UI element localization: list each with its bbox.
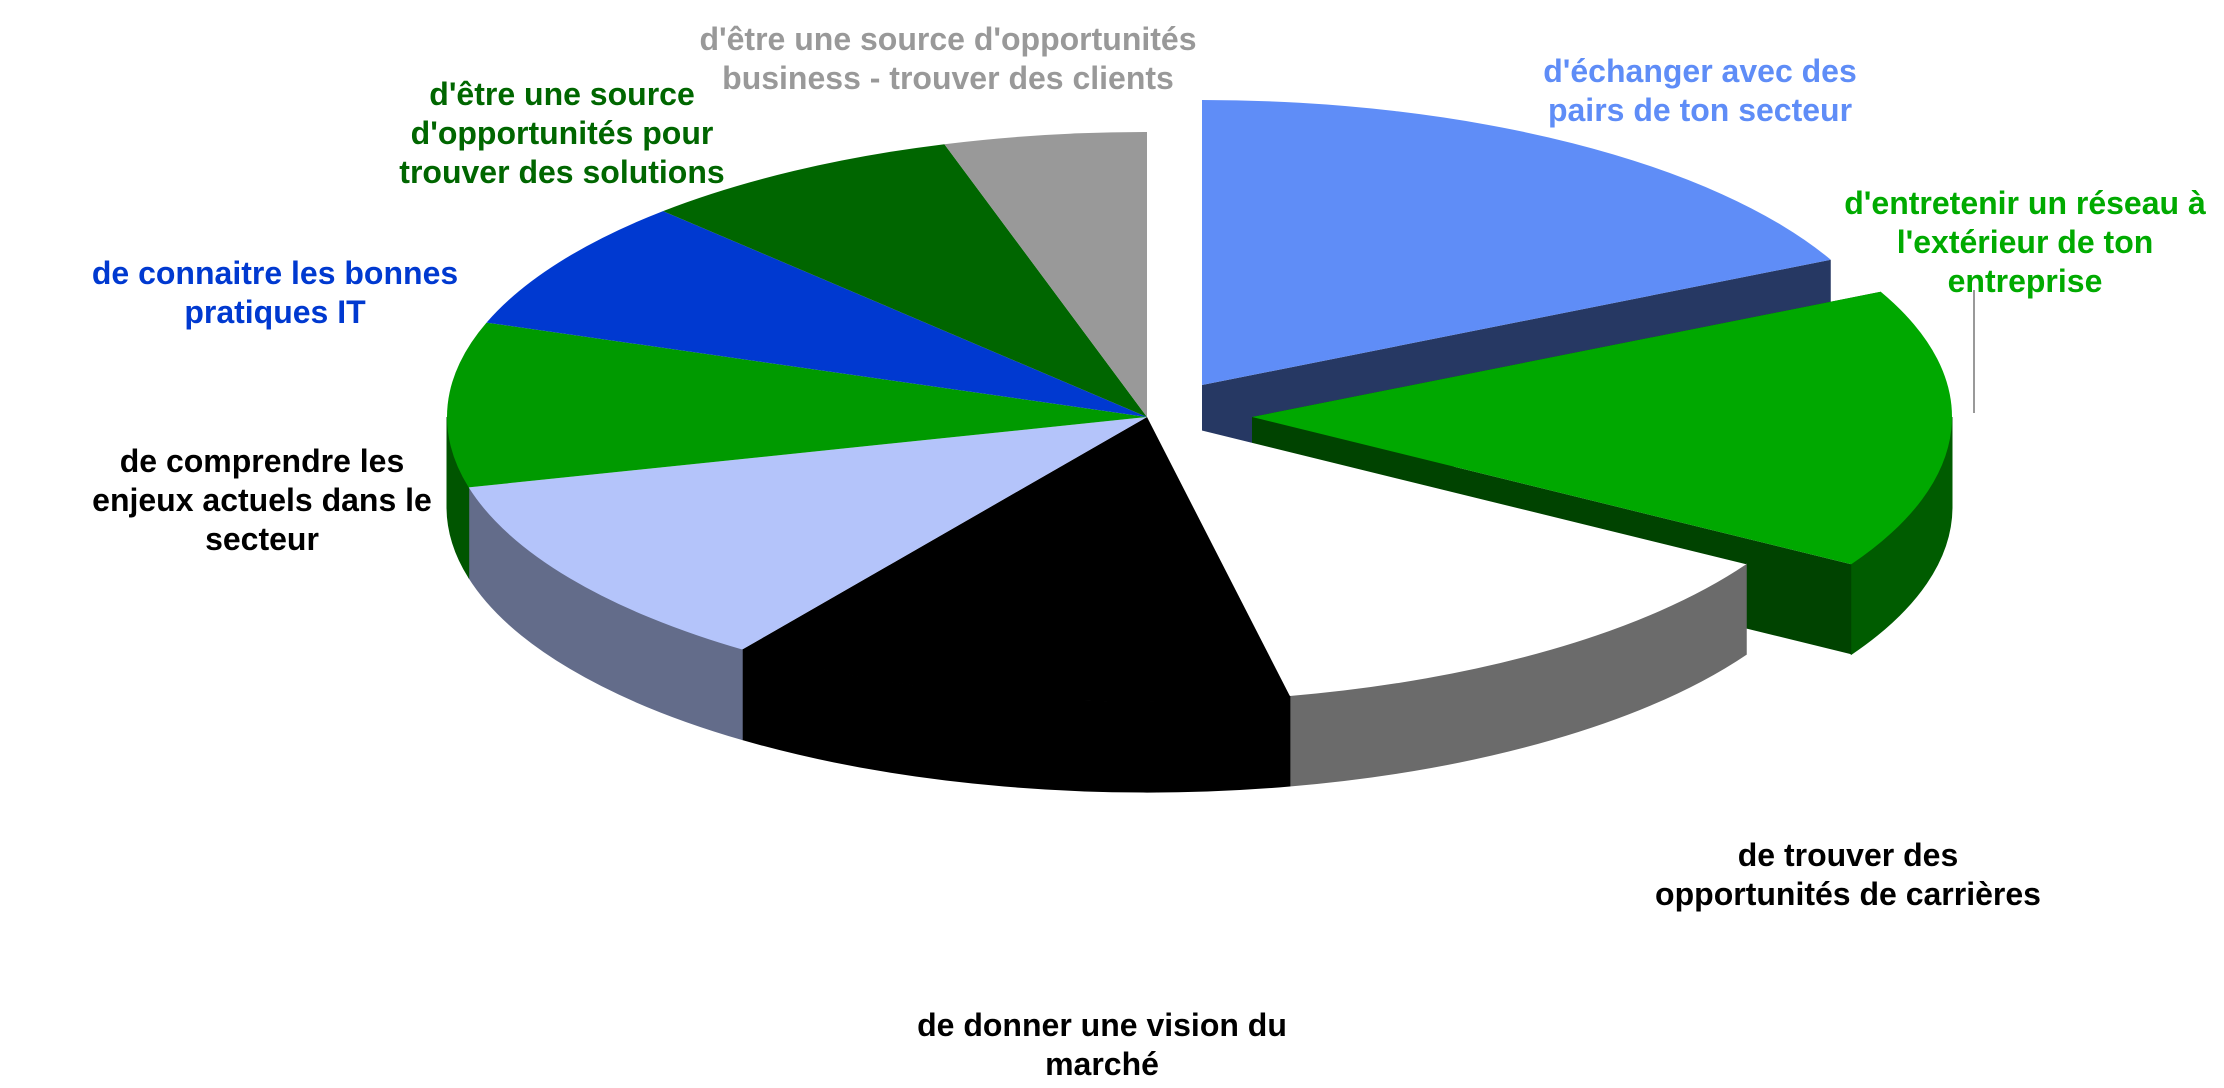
slice-label-line: pairs de ton secteur [1548, 92, 1852, 128]
slice-label-line: secteur [205, 521, 319, 557]
slice-label-line: trouver des solutions [399, 154, 724, 190]
slice-label-line: entreprise [1948, 263, 2103, 299]
pie-slice-3 [742, 417, 1290, 703]
pie-slices [446, 100, 1953, 793]
slice-label-line: d'échanger avec des [1543, 53, 1857, 89]
slice-label-2: de trouver des opportunités de carrières [1655, 837, 2041, 912]
pie-slice-5 [446, 322, 1147, 488]
slice-label-6: de connaitre les bonnes pratiques IT [92, 255, 458, 330]
pie-labels: d'échanger avec des pairs de ton secteurd… [92, 21, 2206, 1082]
slice-label-line: d'être une source d'opportunités [699, 21, 1196, 57]
pie-slice-0 [1202, 100, 1831, 385]
slice-label-8: d'être une source d'opportunités business… [699, 21, 1196, 96]
pie-slice-8 [944, 132, 1147, 417]
slice-label-line: de connaitre les bonnes [92, 255, 458, 291]
slice-label-7: d'être une source d'opportunités pour trou… [399, 76, 724, 190]
slice-label-line: pratiques IT [184, 294, 366, 330]
slice-label-line: enjeux actuels dans le [92, 482, 432, 518]
slice-label-line: l'extérieur de ton [1897, 224, 2154, 260]
slice-label-3: de donner une vision du marché [917, 1007, 1287, 1082]
slice-label-line: de donner une vision du [917, 1007, 1287, 1043]
slice-label-1: d'entretenir un réseau à l'extérieur de t… [1844, 185, 2206, 299]
slice-label-line: d'opportunités pour [411, 115, 714, 151]
pie-slice-6 [486, 211, 1147, 417]
slice-label-5: de comprendre les enjeux actuels dans le s… [92, 443, 432, 557]
pie-slice-2 [1147, 417, 1747, 697]
pie-slice-1 [1252, 291, 1952, 565]
slice-label-line: marché [1045, 1046, 1159, 1082]
slice-label-line: d'entretenir un réseau à [1844, 185, 2206, 221]
pie-slice-7 [663, 144, 1147, 417]
slice-label-line: business - trouver des clients [722, 60, 1174, 96]
pie-slice-4 [468, 417, 1147, 650]
slice-label-0: d'échanger avec des pairs de ton secteur [1543, 53, 1857, 128]
slice-label-line: de comprendre les [120, 443, 405, 479]
slice-label-line: d'être une source [429, 76, 694, 112]
slice-label-line: de trouver des [1738, 837, 1959, 873]
slice-label-line: opportunités de carrières [1655, 876, 2041, 912]
